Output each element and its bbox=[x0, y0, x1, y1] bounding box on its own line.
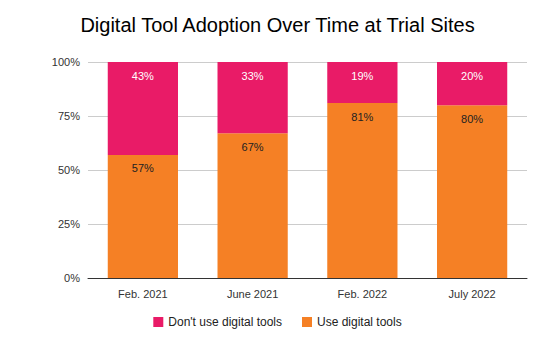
svg-text:100%: 100% bbox=[52, 56, 80, 68]
svg-text:80%: 80% bbox=[461, 113, 483, 125]
svg-text:Use digital tools: Use digital tools bbox=[317, 315, 402, 329]
svg-text:43%: 43% bbox=[132, 70, 154, 82]
svg-text:75%: 75% bbox=[58, 110, 80, 122]
svg-text:57%: 57% bbox=[132, 162, 154, 174]
svg-text:Don't use digital tools: Don't use digital tools bbox=[168, 315, 282, 329]
svg-text:19%: 19% bbox=[351, 70, 373, 82]
svg-text:Feb. 2021: Feb. 2021 bbox=[118, 288, 168, 300]
svg-text:25%: 25% bbox=[58, 218, 80, 230]
svg-text:July 2022: July 2022 bbox=[449, 288, 496, 300]
svg-text:0%: 0% bbox=[64, 272, 80, 284]
svg-text:33%: 33% bbox=[242, 70, 264, 82]
svg-text:50%: 50% bbox=[58, 164, 80, 176]
svg-text:67%: 67% bbox=[242, 141, 264, 153]
svg-text:81%: 81% bbox=[351, 111, 373, 123]
svg-text:Digital Tool Adoption Over Tim: Digital Tool Adoption Over Time at Trial… bbox=[80, 14, 474, 36]
svg-text:20%: 20% bbox=[461, 70, 483, 82]
svg-text:June 2021: June 2021 bbox=[227, 288, 278, 300]
svg-text:Feb. 2022: Feb. 2022 bbox=[338, 288, 388, 300]
